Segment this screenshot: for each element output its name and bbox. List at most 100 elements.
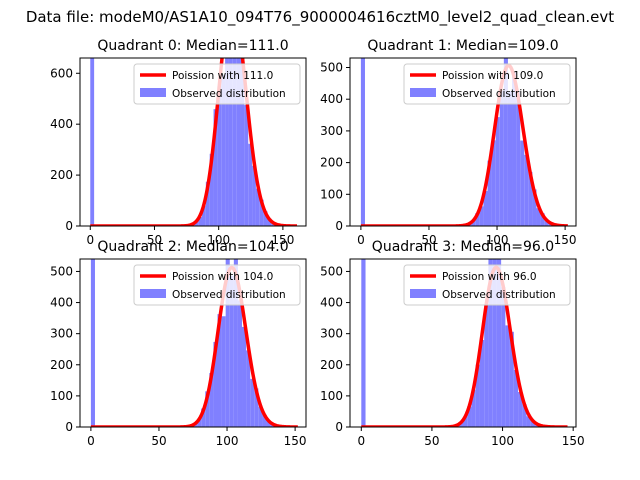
x-tick-label: 50	[421, 233, 436, 247]
histogram-bar	[499, 90, 504, 226]
histogram-bar	[503, 58, 508, 226]
axes-frame	[79, 57, 307, 227]
legend-label-poisson: Poission with 109.0	[442, 70, 543, 82]
y-tick-label: 500	[50, 264, 73, 278]
histogram-bar	[479, 206, 484, 226]
histogram-bar	[242, 326, 247, 427]
legend: Poission with 111.0 Observed distribution	[133, 63, 301, 105]
histogram-bar	[540, 213, 545, 226]
histogram-bar	[201, 205, 206, 226]
figure-title: Data file: modeM0/AS1A10_094T76_90000046…	[26, 8, 614, 27]
histogram-bar	[205, 181, 210, 226]
panel-quadrant-3: 0 50 100 150 0 100 200 300 400 500 Poission with 9…	[320, 239, 585, 448]
x-tick-label: 150	[271, 233, 294, 247]
histogram-bar	[526, 416, 531, 427]
y-tick-label: 200	[50, 358, 73, 372]
histogram-bar	[201, 408, 206, 427]
poisson-line	[360, 265, 569, 427]
histogram-bar	[488, 259, 493, 427]
legend: Poission with 109.0 Observed distribution	[403, 63, 571, 105]
histogram-bar	[495, 117, 500, 226]
histogram-bar	[530, 421, 536, 427]
histogram-bar	[492, 259, 497, 427]
y-tick-label: 100	[320, 389, 343, 403]
panel-title: Quadrant 3: Median=96.0	[372, 239, 554, 255]
poisson-line	[89, 265, 299, 427]
legend-label-poisson: Poission with 96.0	[442, 271, 537, 283]
x-tick-label: 50	[147, 233, 162, 247]
histogram-bar	[209, 153, 214, 226]
y-tick-label: 0	[335, 219, 343, 233]
histogram-bar	[250, 378, 255, 427]
legend-bar-swatch	[410, 289, 436, 298]
histogram-bar	[262, 414, 267, 427]
histogram-bar	[528, 171, 533, 226]
legend-label-poisson: Poission with 104.0	[172, 271, 273, 283]
y-tick-label: 500	[320, 61, 343, 75]
histogram-bar	[252, 165, 256, 226]
x-tick-label: 50	[424, 434, 439, 448]
histogram-bar	[90, 259, 95, 427]
histogram-bar	[197, 418, 202, 427]
histogram-bar	[491, 140, 496, 226]
y-tick-label: 0	[65, 420, 73, 434]
y-tick-label: 200	[320, 156, 343, 170]
y-tick-label: 600	[50, 66, 73, 80]
histogram-bar	[471, 220, 476, 226]
histogram-bar	[361, 259, 366, 427]
x-tick-label: 150	[554, 233, 577, 247]
y-tick-label: 400	[320, 92, 343, 106]
histogram-bar	[225, 58, 229, 226]
histogram-bar	[255, 188, 260, 226]
legend-label-observed: Observed distribution	[442, 289, 556, 301]
y-tick-label: 0	[65, 219, 73, 233]
panel-quadrant-1: 0 50 100 150 0 100 200 300 400 500 Poission with 1…	[320, 38, 577, 247]
y-tick-label: 500	[320, 264, 343, 278]
x-tick-label: 100	[491, 434, 514, 448]
y-tick-label: 100	[50, 389, 73, 403]
histogram-bar	[259, 199, 264, 226]
plot-area	[89, 259, 306, 427]
histogram-bar	[198, 216, 202, 226]
histogram-bar	[518, 392, 523, 427]
histogram-bar	[240, 58, 245, 226]
axes-frame	[349, 258, 577, 428]
x-tick-label: 100	[207, 233, 230, 247]
axes-frame	[79, 258, 307, 428]
histogram-bar	[217, 314, 222, 427]
y-tick-label: 300	[50, 327, 73, 341]
histogram-bar	[225, 259, 230, 427]
histogram-bar	[258, 406, 263, 427]
histogram-bar	[221, 316, 226, 427]
histogram-bar	[524, 154, 529, 226]
legend-bar-swatch	[140, 88, 166, 97]
legend-box	[133, 63, 301, 105]
histogram-bar	[475, 213, 480, 226]
axes-frame	[349, 57, 577, 227]
x-tick-label: 0	[357, 233, 365, 247]
histogram-bar	[487, 160, 492, 226]
plot-area	[359, 58, 576, 226]
histogram-bar	[496, 259, 502, 427]
y-tick-label: 100	[320, 187, 343, 201]
histogram-bar	[509, 331, 514, 427]
histogram-bar	[360, 58, 365, 226]
legend-label-observed: Observed distribution	[442, 88, 556, 100]
panel-title: Quadrant 2: Median=104.0	[97, 239, 288, 255]
legend-label-observed: Observed distribution	[172, 289, 286, 301]
histogram-bar	[267, 218, 272, 226]
x-tick-label: 100	[216, 434, 239, 448]
histogram-bar	[536, 208, 541, 226]
y-tick-label: 400	[50, 296, 73, 310]
histogram-bar	[544, 221, 549, 226]
histogram-bar	[205, 391, 210, 427]
histogram-bar	[513, 369, 519, 427]
histogram-bar	[229, 275, 234, 427]
panel-title: Quadrant 1: Median=109.0	[367, 38, 558, 54]
y-tick-label: 400	[50, 117, 73, 131]
x-tick-label: 0	[86, 233, 94, 247]
histogram-bar	[236, 58, 241, 226]
histogram-bar	[209, 373, 214, 427]
panel-quadrant-0: 0 50 100 150 0 200 400 600 Poission with 111.0 Ob…	[50, 38, 307, 247]
